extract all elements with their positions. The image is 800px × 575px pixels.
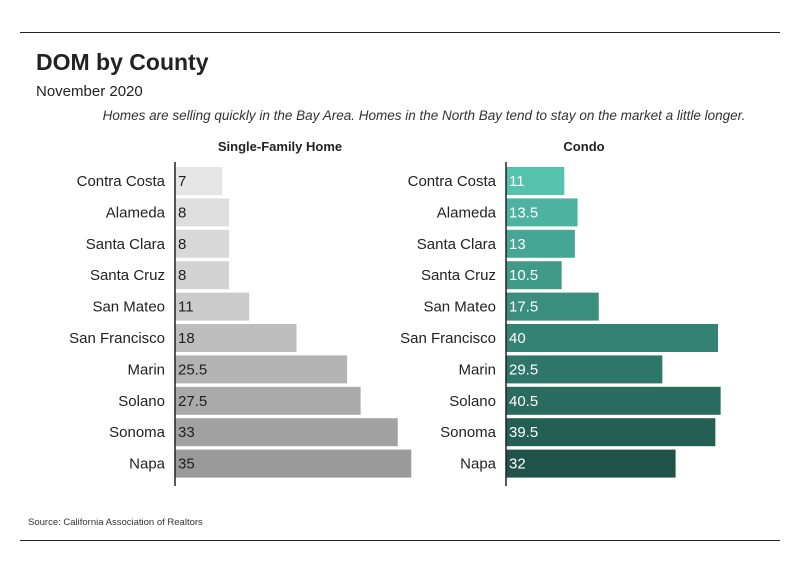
bottom-rule	[20, 540, 780, 541]
category-label: San Mateo	[423, 299, 496, 316]
bar	[506, 386, 721, 415]
bar	[175, 449, 412, 478]
bar	[175, 167, 223, 195]
top-rule	[20, 32, 780, 33]
source-note: Source: California Association of Realto…	[28, 517, 203, 528]
category-label: Santa Clara	[86, 236, 166, 253]
category-label: Sonoma	[440, 424, 497, 441]
value-label: 10.5	[509, 267, 538, 284]
chart-subtitle: November 2020	[36, 83, 143, 100]
category-label: Contra Costa	[77, 173, 166, 190]
category-label: Solano	[449, 393, 496, 410]
value-label: 35	[178, 456, 195, 473]
value-label: 8	[178, 236, 186, 253]
category-label: Solano	[118, 393, 165, 410]
bar	[175, 229, 229, 258]
bar	[506, 198, 578, 227]
category-label: Marin	[458, 361, 496, 378]
value-label: 27.5	[178, 393, 207, 410]
panel-title: Condo	[563, 139, 604, 154]
bar	[506, 355, 663, 384]
value-label: 40	[509, 330, 526, 347]
category-label: Napa	[129, 456, 166, 473]
value-label: 25.5	[178, 361, 207, 378]
category-label: Alameda	[106, 204, 166, 221]
chart-caption: Homes are selling quickly in the Bay Are…	[102, 108, 746, 123]
bar	[175, 292, 250, 321]
category-label: Marin	[127, 361, 165, 378]
bar	[506, 261, 562, 290]
panel-title: Single-Family Home	[218, 139, 342, 154]
bar	[175, 386, 361, 415]
category-label: Alameda	[437, 204, 497, 221]
value-label: 13.5	[509, 204, 538, 221]
bar	[175, 355, 348, 384]
value-label: 13	[509, 236, 526, 253]
value-label: 18	[178, 330, 195, 347]
value-label: 7	[178, 173, 186, 190]
value-label: 40.5	[509, 393, 538, 410]
bar	[175, 198, 229, 227]
category-label: Santa Cruz	[421, 267, 496, 284]
category-label: San Francisco	[69, 330, 165, 347]
value-label: 11	[509, 173, 525, 190]
category-label: Sonoma	[109, 424, 166, 441]
value-label: 17.5	[509, 299, 538, 316]
bar	[506, 418, 716, 447]
bar	[506, 449, 676, 478]
value-label: 33	[178, 424, 195, 441]
category-label: Santa Clara	[417, 236, 497, 253]
bar	[506, 167, 565, 195]
value-label: 29.5	[509, 361, 538, 378]
category-label: Santa Cruz	[90, 267, 165, 284]
value-label: 8	[178, 267, 186, 284]
value-label: 39.5	[509, 424, 538, 441]
bar	[175, 324, 297, 352]
bar	[506, 324, 718, 352]
panel-condo: Condo Contra Costa 11 Alameda 13.5 Santa Clar…	[400, 139, 721, 486]
category-label: Contra Costa	[408, 173, 497, 190]
category-label: Napa	[460, 456, 497, 473]
value-label: 11	[178, 299, 194, 316]
category-label: San Mateo	[92, 299, 165, 316]
bar	[506, 229, 575, 258]
bar	[175, 418, 398, 447]
category-label: San Francisco	[400, 330, 496, 347]
value-label: 8	[178, 204, 186, 221]
bar	[506, 292, 599, 321]
value-label: 32	[509, 456, 526, 473]
bar	[175, 261, 229, 290]
chart-title: DOM by County	[36, 49, 209, 75]
